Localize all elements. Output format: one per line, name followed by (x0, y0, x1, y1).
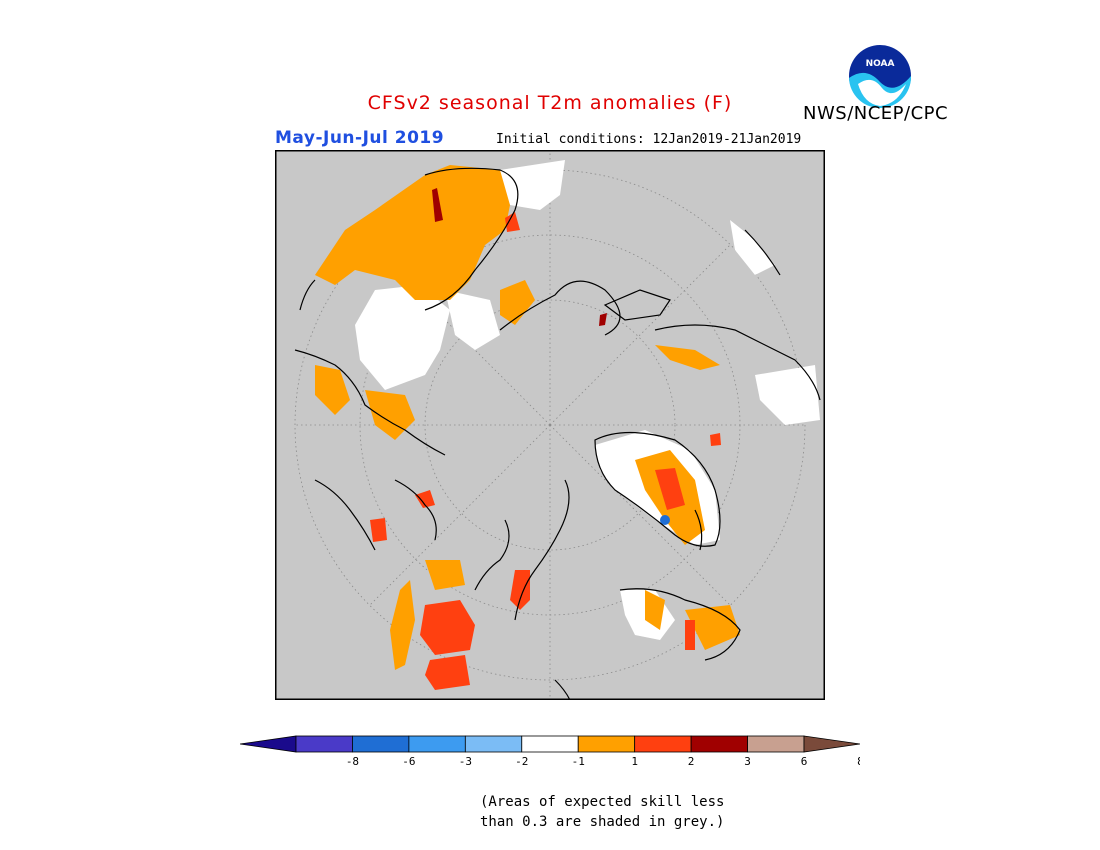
legend-arrow-high (803, 735, 860, 753)
legend-tick-label: 1 (631, 755, 638, 768)
near-normal-regions (355, 160, 820, 640)
legend-tick-label: -8 (346, 755, 359, 768)
period-label: May-Jun-Jul 2019 (275, 128, 445, 148)
legend-boxes (240, 735, 860, 753)
legend-box (352, 735, 410, 753)
skill-note-line-2: than 0.3 are shaded in grey.) (480, 814, 725, 830)
hot-anomaly-regions (370, 212, 721, 690)
legend-ticks: -8 -6 -3 -2 -1 1 2 3 6 8 (346, 755, 860, 768)
anomaly-map (275, 150, 825, 700)
legend-tick-label: -6 (402, 755, 415, 768)
legend-box (690, 735, 748, 753)
legend-tick-label: -3 (459, 755, 472, 768)
legend-tick-label: 3 (744, 755, 751, 768)
extreme-anomaly-regions (432, 188, 607, 326)
legend-tick-label: -2 (515, 755, 528, 768)
legend-box (634, 735, 692, 753)
initial-conditions-label: Initial conditions: 12Jan2019-21Jan2019 (496, 132, 802, 147)
legend-tick-label: -1 (572, 755, 585, 768)
legend-box (464, 735, 523, 753)
legend-tick-label: 8 (857, 755, 860, 768)
legend-box (408, 735, 466, 753)
legend-box (747, 735, 805, 753)
legend-arrow-low (240, 735, 297, 753)
legend-box (577, 735, 636, 753)
legend-tick-label: 6 (801, 755, 808, 768)
map-title: CFSv2 seasonal T2m anomalies (F) (0, 92, 1100, 114)
organization-label: NWS/NCEP/CPC (803, 103, 949, 124)
legend-box (295, 735, 353, 753)
coastlines (294, 167, 821, 700)
skill-note: (Areas of expected skill less than 0.3 a… (480, 792, 724, 832)
map-title-text: CFSv2 seasonal T2m anomalies (F) (367, 92, 733, 114)
logo-text: NOAA (866, 59, 895, 69)
noaa-logo: NOAA (849, 45, 912, 108)
skill-note-line-1: (Areas of expected skill less (480, 794, 725, 810)
cold-anomaly-regions (660, 515, 670, 525)
legend-box (521, 735, 579, 753)
map-frame (275, 150, 825, 700)
legend-tick-label: 2 (688, 755, 695, 768)
color-legend: -8 -6 -3 -2 -1 1 2 3 6 8 (240, 735, 860, 768)
